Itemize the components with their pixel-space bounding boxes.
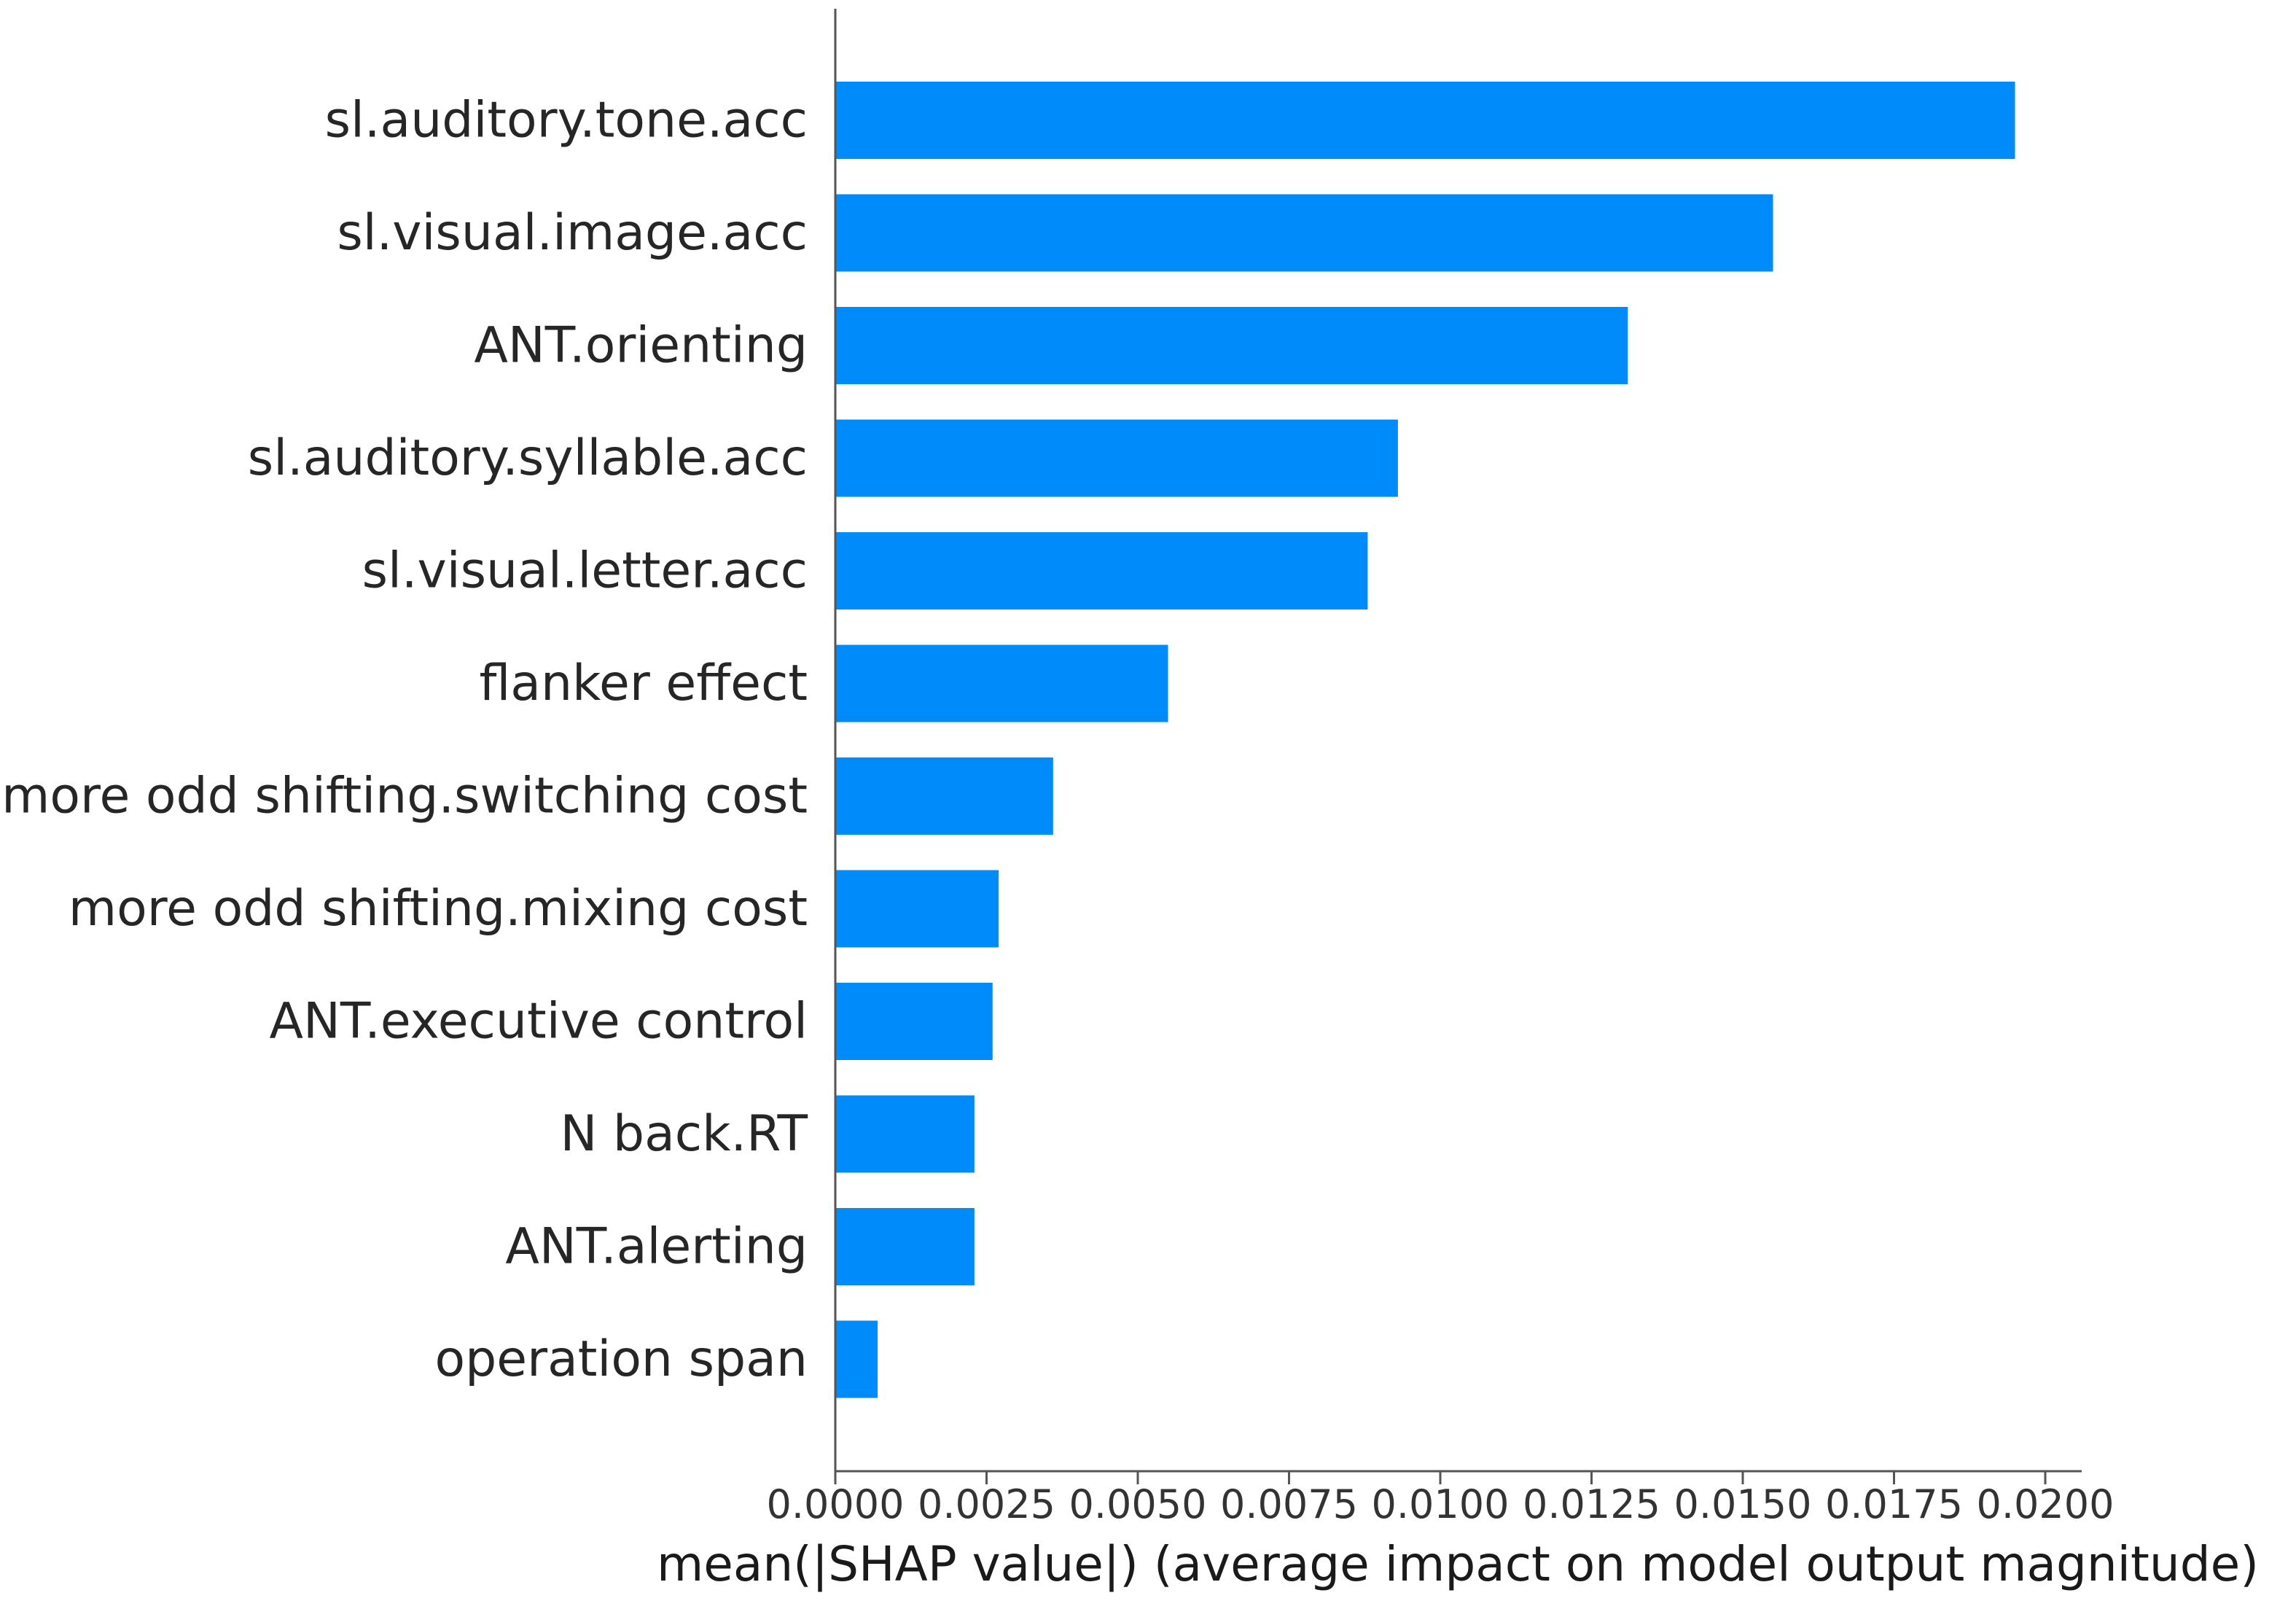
x-tick-label-2: 0.0050 [1069, 1481, 1207, 1527]
x-tick-label-5: 0.0125 [1523, 1481, 1660, 1527]
bar-0 [835, 82, 2015, 159]
x-ticks-layer: 0.0000 0.0025 0.0050 0.0075 0.0100 0.0125 0.01… [767, 1471, 2115, 1527]
bars-layer [835, 82, 2015, 1398]
bar-4 [835, 532, 1368, 609]
feature-label-8: ANT.executive control [269, 993, 808, 1051]
x-tick-label-0: 0.0000 [767, 1481, 905, 1527]
x-tick-label-8: 0.0200 [1977, 1481, 2115, 1527]
bar-7 [835, 870, 999, 948]
feature-label-6: more odd shifting.switching cost [1, 768, 808, 825]
x-tick-label-4: 0.0100 [1372, 1481, 1510, 1527]
feature-label-7: more odd shifting.mixing cost [69, 880, 808, 938]
feature-label-11: operation span [435, 1330, 808, 1388]
feature-label-10: ANT.alerting [505, 1218, 808, 1276]
bar-8 [835, 983, 993, 1060]
feature-label-5: flanker effect [479, 655, 808, 712]
bar-6 [835, 757, 1053, 835]
feature-label-4: sl.visual.letter.acc [362, 542, 808, 600]
feature-label-0: sl.auditory.tone.acc [325, 92, 808, 149]
x-tick-label-6: 0.0150 [1674, 1481, 1812, 1527]
bar-11 [835, 1320, 878, 1398]
bar-3 [835, 419, 1398, 497]
bar-9 [835, 1095, 975, 1173]
feature-label-9: N back.RT [560, 1105, 808, 1163]
feature-labels-layer: sl.auditory.tone.acc sl.visual.image.acc A… [1, 92, 808, 1389]
bar-2 [835, 307, 1628, 384]
feature-label-3: sl.auditory.syllable.acc [248, 429, 808, 487]
x-tick-label-1: 0.0025 [918, 1481, 1055, 1527]
bar-5 [835, 644, 1168, 722]
bar-1 [835, 194, 1773, 272]
x-tick-label-3: 0.0075 [1220, 1481, 1358, 1527]
feature-label-1: sl.visual.image.acc [337, 204, 808, 262]
x-tick-label-7: 0.0175 [1825, 1481, 1963, 1527]
feature-label-2: ANT.orienting [474, 317, 808, 375]
x-axis-title: mean(|SHAP value|) (average impact on mo… [657, 1536, 2259, 1592]
bar-10 [835, 1208, 975, 1285]
